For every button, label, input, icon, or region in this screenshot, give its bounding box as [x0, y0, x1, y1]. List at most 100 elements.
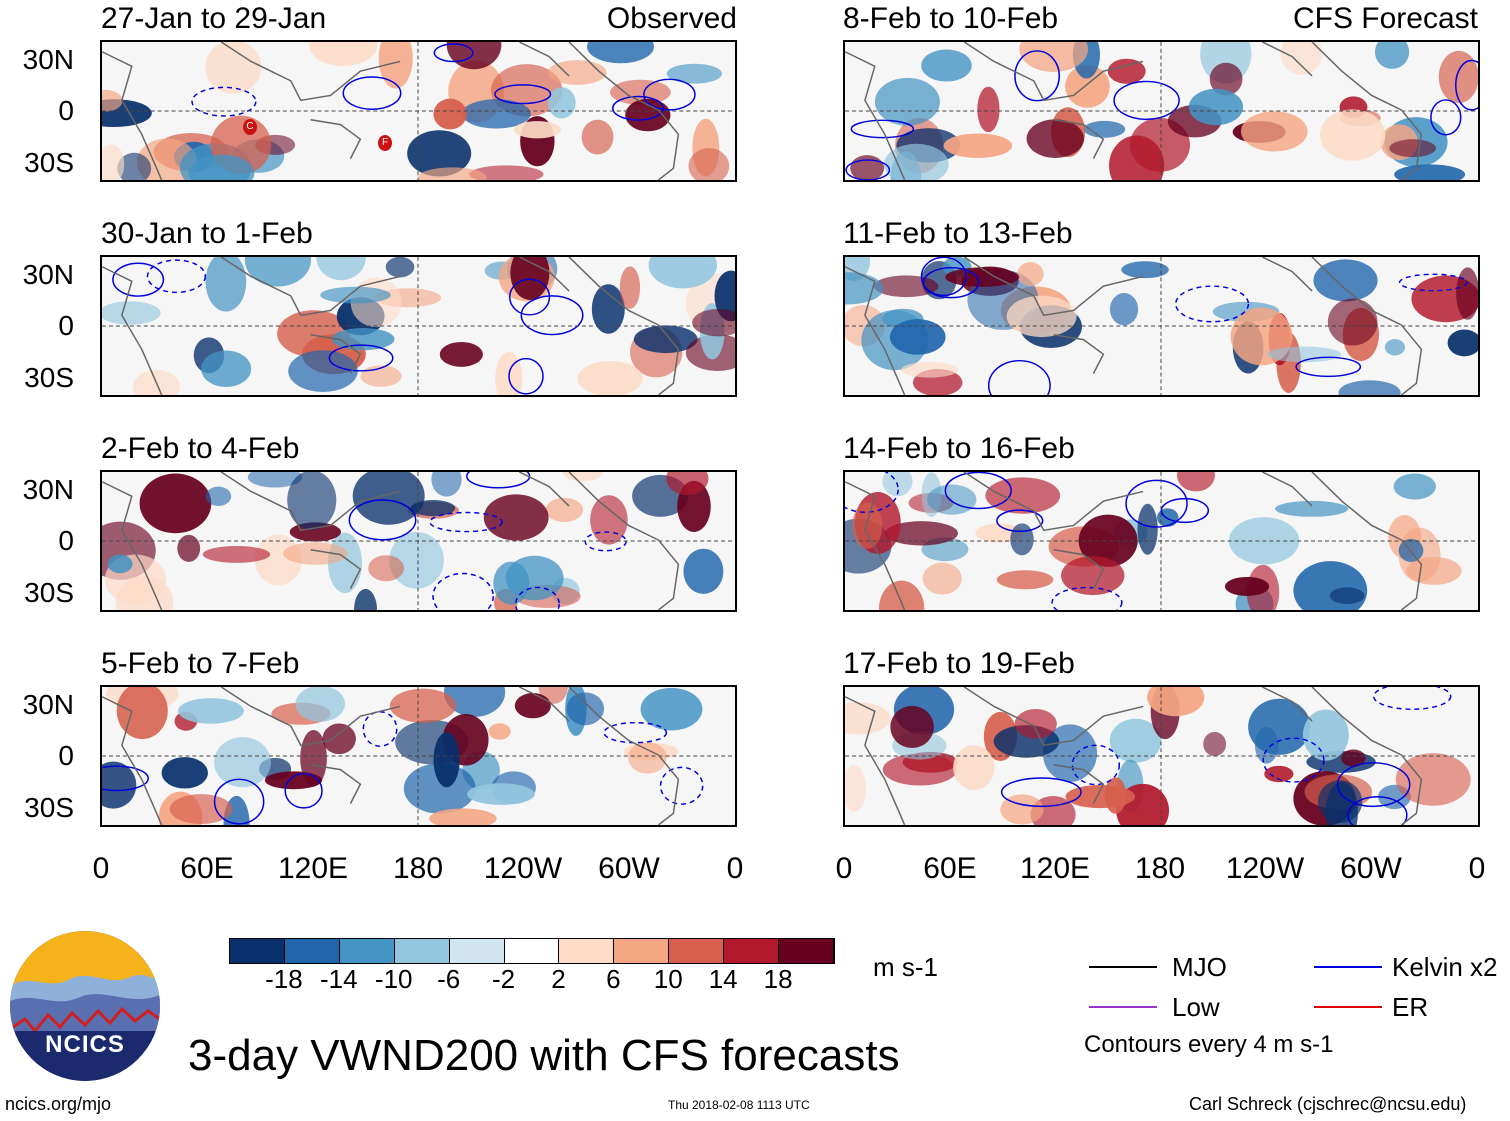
kelvin-contour	[112, 262, 165, 297]
anomaly-blob	[102, 301, 161, 325]
anomaly-blob	[1280, 42, 1323, 75]
kelvin-contour	[1051, 586, 1123, 610]
anomaly-blob	[666, 63, 722, 84]
anomaly-blob	[581, 119, 614, 155]
coastline	[1053, 119, 1105, 159]
kelvin-contour	[1455, 59, 1478, 111]
anomaly-blob	[177, 534, 201, 562]
anomaly-blob	[410, 499, 456, 517]
colorbar-tick-label: 10	[653, 964, 683, 994]
anomaly-blob	[205, 42, 262, 94]
coastline	[102, 51, 163, 180]
anomaly-blob	[1224, 576, 1270, 597]
anomaly-blob	[996, 570, 1054, 590]
anomaly-blob	[1447, 329, 1478, 357]
anomaly-blob	[282, 542, 348, 565]
anomaly-blob	[927, 484, 977, 515]
anomaly-blob	[890, 705, 934, 749]
anomaly-blob	[389, 688, 457, 723]
lat-label-0: 0	[58, 525, 74, 556]
anomaly-blob	[1109, 718, 1162, 763]
anomaly-blob	[1061, 556, 1125, 596]
legend-label-low: Low	[1172, 992, 1220, 1022]
map-panel-forecast-4	[843, 685, 1480, 827]
anomaly-blob	[692, 308, 735, 337]
anomaly-blob	[223, 795, 250, 825]
anomaly-blob	[139, 473, 212, 534]
lon-label-60e: 60E	[180, 852, 234, 885]
anomaly-blob	[577, 360, 643, 395]
colorbar-cell	[504, 939, 560, 963]
coastline	[1262, 42, 1313, 77]
colorbar-cell	[559, 939, 615, 963]
kelvin-contour	[850, 119, 915, 139]
anomaly-blob	[1302, 709, 1349, 761]
anomaly-blob	[587, 42, 655, 64]
anomaly-blob	[1329, 587, 1365, 605]
lon-label-0-end: 0	[1468, 852, 1486, 885]
lat-label-30s: 30S	[24, 147, 74, 178]
kelvin-contour	[432, 572, 494, 610]
lon-label-120e: 120E	[1019, 852, 1091, 885]
anomaly-blob	[648, 257, 718, 289]
kelvin-contour	[1160, 497, 1210, 524]
colorbar-tick-label: -6	[437, 964, 461, 994]
lon-label-60e: 60E	[923, 852, 977, 885]
lat-label-30n: 30N	[22, 44, 74, 75]
map-panel-observed-1	[100, 40, 737, 182]
anomaly-blob	[688, 148, 730, 180]
anomaly-blob	[287, 472, 337, 530]
anomaly-blob	[1240, 111, 1308, 152]
lat-label-0: 0	[58, 95, 74, 126]
anomaly-blob	[1017, 262, 1044, 287]
kelvin-contour	[1125, 479, 1188, 528]
coastline	[310, 764, 362, 804]
lat-label-30s: 30S	[24, 792, 74, 823]
footer-timestamp: Thu 2018-02-08 1113 UTC	[668, 1098, 810, 1112]
anomaly-blob	[591, 284, 625, 334]
anomaly-blob	[1026, 119, 1084, 158]
anomaly-blob	[1374, 42, 1410, 69]
main-title: 3-day VWND200 with CFS forecasts	[188, 1031, 900, 1080]
kelvin-contour	[508, 278, 551, 316]
map-panel-observed-3	[100, 470, 737, 612]
coastline	[1262, 472, 1313, 507]
kelvin-contour	[1430, 99, 1462, 136]
anomaly-blob	[714, 270, 735, 322]
anomaly-blob	[102, 761, 137, 809]
coastline	[845, 51, 906, 180]
anomaly-blob	[845, 765, 866, 812]
anomaly-blob	[316, 257, 366, 281]
coastline	[568, 42, 680, 180]
colorbar-cell	[284, 939, 340, 963]
anomaly-blob	[1121, 261, 1169, 279]
anomaly-blob	[1203, 731, 1227, 757]
anomaly-blob	[1456, 267, 1478, 320]
colorbar-tick-label: 18	[763, 964, 793, 994]
coastline	[1053, 334, 1105, 374]
anomaly-blob	[244, 257, 311, 287]
anomaly-blob	[547, 87, 576, 119]
footer-author: Carl Schreck (cjschrec@ncsu.edu)	[1189, 1094, 1467, 1114]
anomaly-blob	[389, 531, 444, 589]
kelvin-contour	[845, 159, 891, 180]
panel-title-7: 14-Feb to 16-Feb	[843, 432, 1075, 465]
anomaly-blob	[1157, 508, 1179, 527]
anomaly-blob	[205, 486, 232, 507]
kelvin-contour	[213, 778, 265, 825]
colorbar-tick-label: 6	[606, 964, 621, 994]
anomaly-blob	[1014, 708, 1057, 739]
colorbar-tick-label: 2	[551, 964, 566, 994]
anomaly-blob	[354, 588, 378, 610]
anomaly-blob	[169, 794, 233, 825]
anomaly-blob	[385, 257, 415, 278]
lon-label-180: 180	[1134, 852, 1186, 885]
anomaly-blob	[201, 350, 252, 388]
lat-label-30s: 30S	[24, 362, 74, 393]
anomaly-blob	[247, 472, 303, 488]
lat-label-30n: 30N	[22, 689, 74, 720]
coastline	[1053, 549, 1105, 589]
colorbar-cell	[394, 939, 450, 963]
legend-label-er: ER	[1392, 992, 1429, 1022]
footer-url: ncics.org/mjo	[5, 1094, 112, 1114]
